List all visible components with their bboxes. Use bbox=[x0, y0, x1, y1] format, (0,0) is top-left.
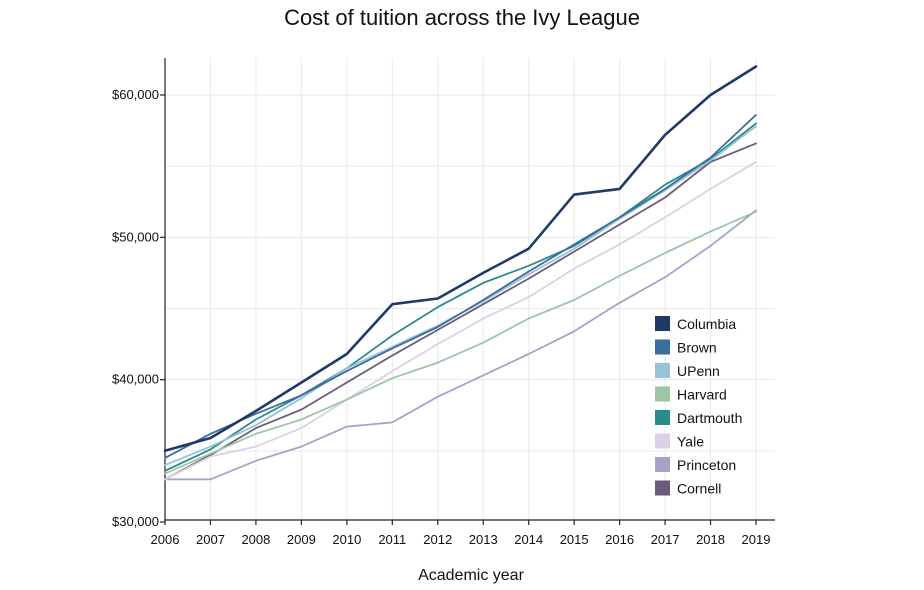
x-tick-label: 2007 bbox=[196, 532, 225, 547]
x-tick-label: 2014 bbox=[514, 532, 543, 547]
series-line-cornell bbox=[164, 142, 757, 481]
legend-item-brown: Brown bbox=[655, 339, 717, 356]
x-tick-label: 2019 bbox=[742, 532, 771, 547]
x-tick-label: 2015 bbox=[560, 532, 589, 547]
legend-label: Cornell bbox=[677, 481, 721, 497]
legend-label: UPenn bbox=[677, 363, 720, 379]
legend: Columbia Brown UPenn Harvard Dartmouth Yale Pr… bbox=[655, 316, 742, 497]
legend-swatch bbox=[655, 457, 670, 472]
legend-item-columbia: Columbia bbox=[655, 316, 736, 332]
y-tick-label: $30,000 bbox=[112, 514, 159, 529]
x-axis-label: Academic year bbox=[418, 567, 524, 584]
x-tick-label: 2010 bbox=[332, 532, 361, 547]
x-tick-label: 2009 bbox=[287, 532, 316, 547]
legend-item-upenn: UPenn bbox=[655, 363, 720, 379]
x-tick-label: 2011 bbox=[378, 532, 406, 547]
axis-layer: 2006 2007 2008 2009 2010 2011 2012 2013 2014 2015… bbox=[112, 58, 775, 547]
legend-item-dartmouth: Dartmouth bbox=[655, 410, 742, 426]
x-tick-label: 2018 bbox=[696, 532, 725, 547]
legend-swatch bbox=[655, 386, 670, 402]
legend-swatch bbox=[655, 433, 670, 449]
x-tick-label: 2008 bbox=[241, 532, 270, 547]
series-line-dartmouth bbox=[164, 122, 757, 472]
y-tick-label: $50,000 bbox=[112, 229, 159, 244]
legend-label: Brown bbox=[677, 340, 717, 356]
x-tick-label: 2006 bbox=[151, 532, 180, 547]
chart-title: Cost of tuition across the Ivy League bbox=[284, 5, 640, 30]
legend-item-yale: Yale bbox=[655, 433, 704, 450]
series-layer bbox=[163, 65, 758, 481]
legend-item-harvard: Harvard bbox=[655, 386, 727, 403]
legend-swatch bbox=[655, 339, 670, 355]
series-line-princeton bbox=[164, 209, 757, 481]
legend-item-cornell: Cornell bbox=[655, 480, 721, 497]
x-tick-label: 2017 bbox=[651, 532, 680, 547]
legend-label: Harvard bbox=[677, 387, 727, 403]
legend-swatch bbox=[655, 363, 670, 378]
legend-label: Princeton bbox=[677, 457, 736, 473]
grid-layer bbox=[165, 58, 775, 520]
legend-label: Yale bbox=[677, 434, 704, 450]
legend-swatch bbox=[655, 410, 670, 425]
legend-swatch bbox=[655, 316, 670, 331]
series-line-brown bbox=[164, 114, 757, 459]
y-tick-label: $40,000 bbox=[112, 372, 159, 387]
legend-label: Columbia bbox=[677, 316, 736, 332]
legend-swatch bbox=[655, 480, 670, 496]
x-tick-label: 2013 bbox=[469, 532, 498, 547]
series-line-columbia bbox=[163, 65, 758, 453]
series-line-yale bbox=[164, 160, 757, 481]
y-tick-label: $60,000 bbox=[112, 87, 159, 102]
x-tick-label: 2012 bbox=[423, 532, 452, 547]
x-tick-label: 2016 bbox=[605, 532, 634, 547]
legend-item-princeton: Princeton bbox=[655, 457, 736, 473]
series-line-harvard bbox=[164, 210, 757, 475]
legend-label: Dartmouth bbox=[677, 410, 742, 426]
